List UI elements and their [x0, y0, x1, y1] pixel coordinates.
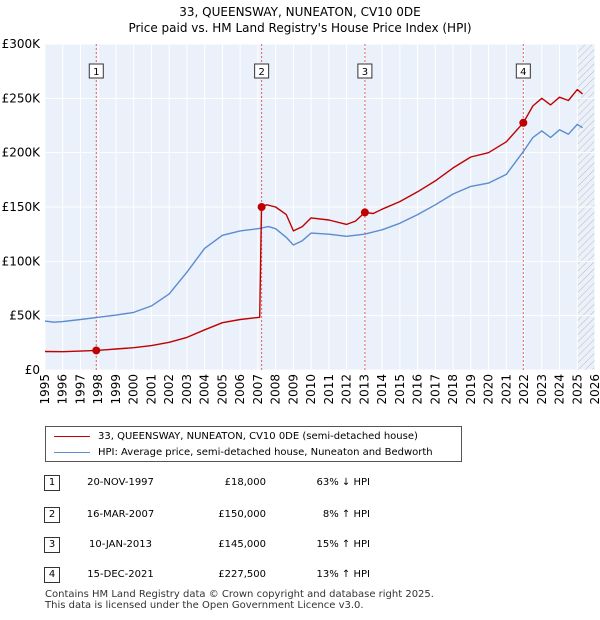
sale-row: 1 20-NOV-1997 £18,000 63% ↓ HPI [0, 475, 600, 491]
x-tick-label: 2020 [482, 374, 496, 405]
sale-point [519, 118, 528, 127]
x-tick-label: 1998 [91, 374, 105, 405]
x-tick-label: 2000 [127, 374, 141, 405]
x-tick-label: 2018 [446, 374, 460, 405]
x-tick-label: 2025 [570, 374, 584, 405]
sale-box-label: 4 [520, 67, 526, 78]
y-tick-label: £150K [2, 200, 42, 214]
x-tick-label: 2010 [304, 374, 318, 405]
legend-item-hpi: HPI: Average price, semi-detached house,… [54, 444, 433, 460]
sale-marker-badge: 3 [44, 537, 60, 553]
sale-box-label: 3 [362, 67, 368, 78]
legend-item-property: 33, QUEENSWAY, NUNEATON, CV10 0DE (semi-… [54, 428, 418, 444]
y-tick-label: £0 [25, 363, 40, 377]
sale-marker-badge: 4 [44, 567, 60, 583]
x-tick-label: 2021 [499, 374, 513, 405]
sale-price: £145,000 [218, 539, 266, 550]
sale-row: 4 15-DEC-2021 £227,500 13% ↑ HPI [0, 567, 600, 583]
sale-row: 3 10-JAN-2013 £145,000 15% ↑ HPI [0, 537, 600, 553]
chart-title: 33, QUEENSWAY, NUNEATON, CV10 0DE [179, 5, 421, 19]
sale-price: £227,500 [218, 569, 266, 580]
x-tick-label: 2002 [162, 374, 176, 405]
sale-box [88, 63, 104, 79]
x-tick-label: 2008 [269, 374, 283, 405]
chart-subtitle: Price paid vs. HM Land Registry's House … [128, 21, 472, 35]
footer-line: This data is licensed under the Open Gov… [45, 600, 364, 611]
y-tick-label: £200K [2, 146, 42, 160]
x-tick-label: 2013 [357, 374, 371, 405]
legend-label-property: 33, QUEENSWAY, NUNEATON, CV10 0DE (semi-… [98, 430, 418, 442]
x-tick-label: 2017 [428, 374, 442, 405]
y-tick-label: £50K [9, 309, 41, 323]
x-tick-label: 2005 [215, 374, 229, 405]
x-tick-label: 2015 [393, 374, 407, 405]
sale-price: £18,000 [224, 477, 266, 488]
legend-swatch-property [54, 435, 90, 437]
sale-hpi-diff: 13% ↑ HPI [316, 569, 370, 580]
x-tick-label: 2016 [411, 374, 425, 405]
legend-swatch-hpi [54, 451, 90, 453]
x-tick-label: 2023 [535, 374, 549, 405]
series-line-hpi [44, 123, 583, 323]
sale-hpi-diff: 8% ↑ HPI [322, 509, 370, 520]
sale-date: 10-JAN-2013 [88, 539, 153, 550]
x-tick-label: 2007 [251, 374, 265, 405]
y-tick-label: £300K [2, 37, 42, 51]
sale-marker-badge: 1 [44, 475, 60, 491]
sale-point [92, 346, 101, 355]
sale-box-label: 2 [258, 67, 264, 78]
x-tick-label: 2022 [517, 374, 531, 405]
x-tick-label: 2019 [464, 374, 478, 405]
sale-box [357, 63, 373, 79]
sale-price: £150,000 [218, 509, 266, 520]
sale-hpi-diff: 15% ↑ HPI [316, 539, 370, 550]
x-tick-label: 2012 [340, 374, 354, 405]
x-tick-label: 1999 [109, 374, 123, 405]
x-tick-label: 1995 [38, 374, 52, 405]
legend: 33, QUEENSWAY, NUNEATON, CV10 0DE (semi-… [45, 426, 462, 462]
footer-attribution: Contains HM Land Registry data © Crown c… [45, 589, 434, 611]
y-tick-label: £250K [2, 91, 42, 105]
footer-line: Contains HM Land Registry data © Crown c… [45, 589, 434, 600]
sale-hpi-diff: 63% ↓ HPI [316, 477, 370, 488]
x-tick-label: 1997 [73, 374, 87, 405]
sale-marker-badge: 2 [44, 507, 60, 523]
x-tick-label: 2003 [180, 374, 194, 405]
x-tick-label: 2024 [553, 374, 567, 405]
x-tick-label: 2004 [198, 374, 212, 405]
sale-box [515, 63, 531, 79]
sale-date: 16-MAR-2007 [86, 509, 155, 520]
x-tick-label: 2026 [588, 374, 600, 405]
sale-date: 15-DEC-2021 [87, 569, 154, 580]
y-tick-label: £100K [2, 254, 42, 268]
sale-box [254, 63, 270, 79]
chart-plot: 1 2 3 4 £0 £50K £100K £150K £200K £250K £300K 1995… [2, 37, 600, 405]
sale-date: 20-NOV-1997 [87, 477, 154, 488]
sale-box-label: 1 [93, 67, 99, 78]
sale-point [360, 208, 369, 217]
sale-row: 2 16-MAR-2007 £150,000 8% ↑ HPI [0, 507, 600, 523]
x-tick-label: 2006 [233, 374, 247, 405]
x-tick-label: 2001 [144, 374, 158, 405]
x-tick-label: 2011 [322, 374, 336, 405]
x-tick-label: 2009 [286, 374, 300, 405]
x-tick-label: 2014 [375, 374, 389, 405]
legend-label-hpi: HPI: Average price, semi-detached house,… [98, 446, 433, 458]
x-tick-label: 1996 [56, 374, 70, 405]
sale-point [257, 203, 266, 211]
